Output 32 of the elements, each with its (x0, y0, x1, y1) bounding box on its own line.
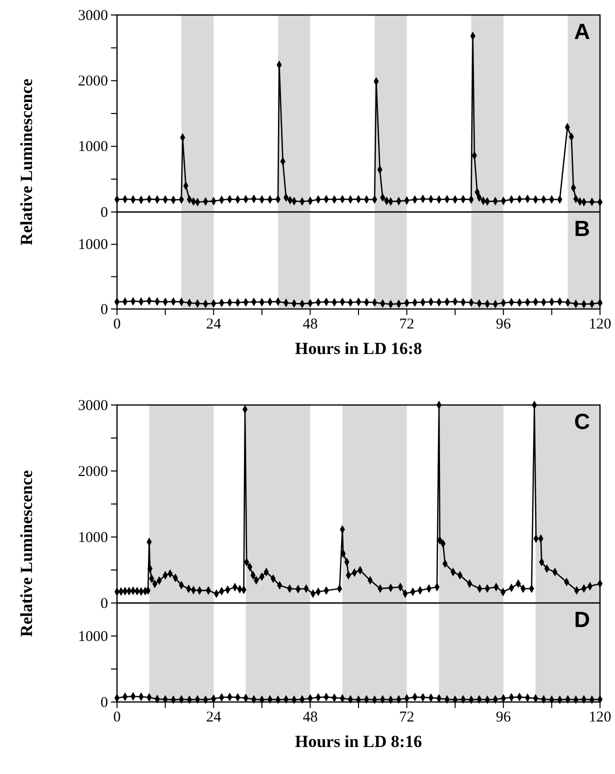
x-tick-label: 48 (302, 710, 318, 726)
y-tick-label: 1000 (78, 628, 108, 645)
x-tick-label: 24 (206, 710, 222, 726)
y-tick-label: 0 (100, 596, 108, 612)
annotation: B (574, 216, 590, 241)
y-axis-title: Relative Luminescence (17, 470, 36, 637)
annotation: D (574, 607, 590, 632)
x-tick-label: 48 (302, 316, 318, 333)
y-tick-label: 0 (100, 204, 108, 221)
y-tick-label: 2000 (78, 73, 108, 90)
x-tick-label: 120 (588, 316, 612, 333)
y-tick-label: 3000 (78, 8, 108, 24)
x-axis-title: Hours in LD 8:16 (294, 732, 422, 751)
y-tick-label: 1000 (78, 237, 108, 254)
y-axis-title: Relative Luminescence (17, 78, 36, 246)
annotation: C (574, 409, 590, 434)
x-axis-title: Hours in LD 16:8 (294, 339, 422, 358)
y-tick-label: 1000 (78, 530, 108, 546)
x-tick-label: 24 (206, 316, 222, 333)
y-tick-label: 0 (100, 302, 108, 318)
x-tick-label: 96 (496, 710, 512, 726)
annotation: A (574, 19, 590, 44)
x-tick-label: 0 (113, 316, 121, 333)
x-tick-label: 120 (588, 710, 612, 726)
y-tick-label: 3000 (78, 398, 108, 414)
x-tick-label: 72 (399, 710, 414, 726)
y-tick-label: 1000 (78, 139, 108, 156)
y-tick-label: 2000 (78, 464, 108, 480)
x-tick-label: 0 (113, 710, 121, 726)
x-tick-label: 96 (496, 316, 512, 333)
x-tick-label: 72 (399, 316, 414, 333)
y-tick-label: 0 (100, 694, 108, 711)
